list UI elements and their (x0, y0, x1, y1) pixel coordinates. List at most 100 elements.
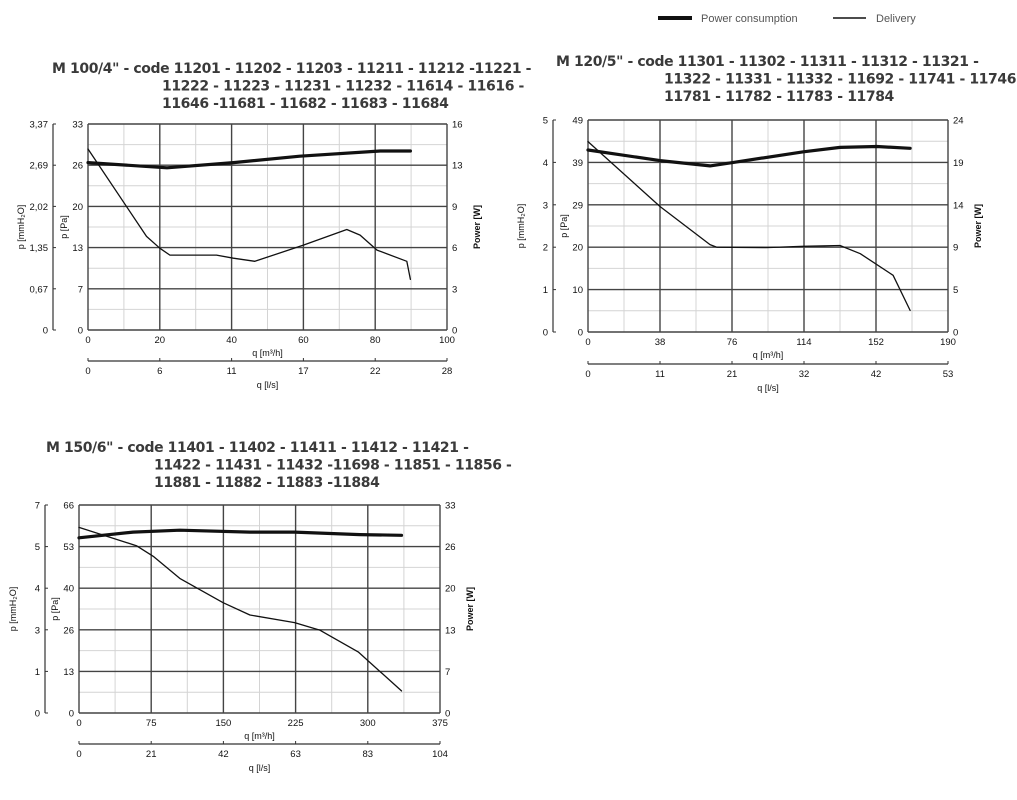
x-tick-label: 225 (288, 718, 304, 729)
y-axis-label-mmh2o: p [mmH₂O] (516, 204, 526, 249)
y-tick-label-pa: 13 (72, 243, 83, 254)
y2-tick-label-power: 19 (953, 158, 964, 169)
y2-tick-label-power: 0 (953, 328, 958, 339)
x-tick-label: 20 (155, 335, 166, 346)
y-axis-label-pa: p [Pa] (50, 597, 60, 621)
x-tick-label: 40 (226, 335, 237, 346)
y-tick-label-pa: 26 (72, 161, 83, 172)
y2-tick-label-power: 9 (953, 243, 958, 254)
x2-axis-label: q [l/s] (257, 380, 279, 390)
y-tick-label-pa: 10 (572, 285, 583, 296)
chart-title-line: 11646 -11681 - 11682 - 11683 - 11684 (162, 96, 449, 112)
y2-tick-label-power: 24 (953, 116, 964, 127)
x-tick-label: 38 (655, 337, 666, 348)
y-tick-label-mmh2o: 0,67 (30, 284, 49, 295)
x2-tick-label: 11 (227, 366, 237, 377)
x2-axis-label: q [l/s] (757, 383, 779, 393)
y2-tick-label-power: 14 (953, 200, 964, 211)
power-consumption-curve (77, 528, 404, 540)
y-tick-label-pa: 33 (72, 120, 83, 131)
delivery-curve (587, 140, 911, 312)
x-tick-label: 150 (215, 718, 231, 729)
x2-tick-label: 83 (363, 749, 374, 760)
x-tick-label: 114 (796, 337, 811, 348)
delivery-curve (87, 148, 412, 281)
x-tick-label: 80 (370, 335, 381, 346)
x-axis-label: q [m³/h] (252, 348, 283, 358)
legend: Power consumption Delivery (658, 13, 916, 25)
y-axis-label-mmh2o: p [mmH₂O] (16, 205, 26, 250)
y-tick-label-mmh2o: 4 (543, 158, 548, 169)
x2-tick-label: 17 (298, 366, 309, 377)
y-tick-label-mmh2o: 5 (35, 542, 40, 553)
chart-title-line: M 100/4" - code 11201 - 11202 - 11203 - … (52, 61, 532, 77)
y-tick-label-mmh2o: 2 (543, 243, 548, 254)
y-axis-label-mmh2o: p [mmH₂O] (8, 587, 18, 632)
y-tick-label-pa: 40 (63, 584, 74, 595)
grid (587, 119, 949, 333)
y-tick-label-pa: 0 (578, 328, 583, 339)
y2-tick-label-power: 16 (452, 120, 463, 131)
x2-tick-label: 104 (432, 749, 448, 760)
y-tick-label-mmh2o: 0 (35, 709, 40, 720)
x2-tick-label: 22 (370, 366, 381, 377)
chart-0: M 100/4" - code 11201 - 11202 - 11203 - … (16, 61, 532, 390)
delivery-curve (78, 526, 403, 692)
y-tick-label-mmh2o: 1,35 (30, 243, 49, 254)
power-consumption-curve (86, 149, 412, 170)
y-tick-label-mmh2o: 3 (543, 200, 548, 211)
chart-1: M 120/5" - code 11301 - 11302 - 11311 - … (516, 54, 1017, 393)
x2-tick-label: 42 (218, 749, 229, 760)
y2-tick-label-power: 9 (452, 202, 457, 213)
y-tick-label-mmh2o: 4 (35, 584, 40, 595)
x2-tick-label: 63 (290, 749, 301, 760)
x-tick-label: 0 (85, 335, 90, 346)
y-tick-label-pa: 20 (72, 202, 83, 213)
power-consumption-curve (586, 144, 912, 168)
x-axis-label: q [m³/h] (753, 350, 784, 360)
y-tick-label-pa: 7 (78, 284, 83, 295)
y2-tick-label-power: 0 (452, 326, 457, 337)
x2-axis-label: q [l/s] (249, 763, 271, 773)
y2-tick-label-power: 7 (445, 667, 450, 678)
y-tick-label-mmh2o: 1 (35, 667, 40, 678)
x2-tick-label: 42 (871, 369, 882, 380)
x2-tick-label: 21 (727, 369, 738, 380)
y2-tick-label-power: 0 (445, 709, 450, 720)
y-tick-label-mmh2o: 0 (43, 326, 48, 337)
y-axis-label-pa: p [Pa] (559, 214, 569, 238)
x-tick-label: 100 (439, 335, 455, 346)
x2-tick-label: 53 (943, 369, 954, 380)
grid (87, 123, 448, 331)
y2-tick-label-power: 5 (953, 285, 958, 296)
y2-tick-label-power: 6 (452, 243, 457, 254)
y-tick-label-mmh2o: 2,02 (30, 202, 49, 213)
x2-tick-label: 0 (85, 366, 90, 377)
y-tick-label-pa: 29 (572, 200, 583, 211)
x2-tick-label: 32 (799, 369, 810, 380)
y-tick-label-pa: 66 (63, 501, 74, 512)
x2-tick-label: 6 (157, 366, 162, 377)
y2-axis-label-power: Power [W] (472, 205, 482, 249)
y2-tick-label-power: 33 (445, 501, 456, 512)
y2-tick-label-power: 20 (445, 584, 456, 595)
chart-title-line: 11781 - 11782 - 11783 - 11784 (664, 89, 895, 105)
x2-tick-label: 21 (146, 749, 157, 760)
x2-tick-label: 28 (442, 366, 453, 377)
x-tick-label: 0 (76, 718, 81, 729)
y-tick-label-mmh2o: 2,69 (30, 161, 49, 172)
x-tick-label: 75 (146, 718, 157, 729)
x-tick-label: 375 (432, 718, 448, 729)
chart-title-line: 11881 - 11882 - 11883 -11884 (154, 475, 380, 491)
y-tick-label-pa: 13 (63, 667, 74, 678)
y-tick-label-pa: 0 (69, 709, 74, 720)
x2-tick-label: 0 (585, 369, 590, 380)
y-tick-label-mmh2o: 5 (543, 116, 548, 127)
y-tick-label-pa: 0 (78, 326, 83, 337)
chart-title-line: 11422 - 11431 - 11432 -11698 - 11851 - 1… (154, 458, 512, 474)
x-tick-label: 190 (940, 337, 956, 348)
y2-axis-label-power: Power [W] (973, 204, 983, 248)
y-tick-label-pa: 26 (63, 625, 74, 636)
x-tick-label: 300 (360, 718, 376, 729)
